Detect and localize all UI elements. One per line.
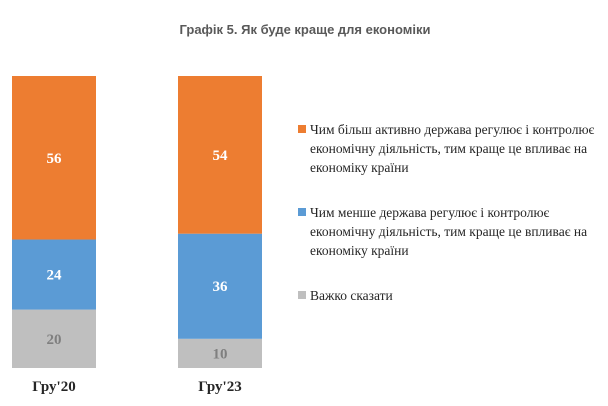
bar-segment — [12, 309, 96, 368]
legend-item: Чим менше держава регулює і контролює ек… — [296, 203, 602, 260]
data-label: 20 — [47, 332, 62, 348]
data-label: 36 — [213, 279, 229, 295]
bar-segment — [178, 338, 262, 368]
bar-segment — [178, 76, 262, 234]
legend-item: Чим більш активно держава регулює і конт… — [296, 120, 602, 177]
legend-swatch — [298, 125, 306, 133]
bar-segment — [178, 233, 262, 339]
chart-title: Графік 5. Як буде краще для економіки — [180, 22, 431, 37]
data-label: 54 — [213, 148, 229, 164]
legend-item: Важко сказати — [296, 286, 602, 305]
data-label: 24 — [47, 268, 63, 284]
legend-label: Важко сказати — [310, 288, 393, 303]
legend: Чим більш активно держава регулює і конт… — [296, 120, 602, 331]
bar-segment — [12, 76, 96, 240]
x-tick-label: Гру'23 — [198, 379, 241, 395]
bar-segment — [12, 239, 96, 310]
legend-label: Чим більш активно держава регулює і конт… — [310, 122, 595, 175]
data-label: 10 — [213, 346, 228, 362]
legend-swatch — [298, 208, 306, 216]
data-label: 56 — [47, 151, 63, 167]
legend-swatch — [298, 291, 306, 299]
x-tick-label: Гру'20 — [32, 379, 75, 395]
legend-label: Чим менше держава регулює і контролює ек… — [310, 205, 588, 258]
